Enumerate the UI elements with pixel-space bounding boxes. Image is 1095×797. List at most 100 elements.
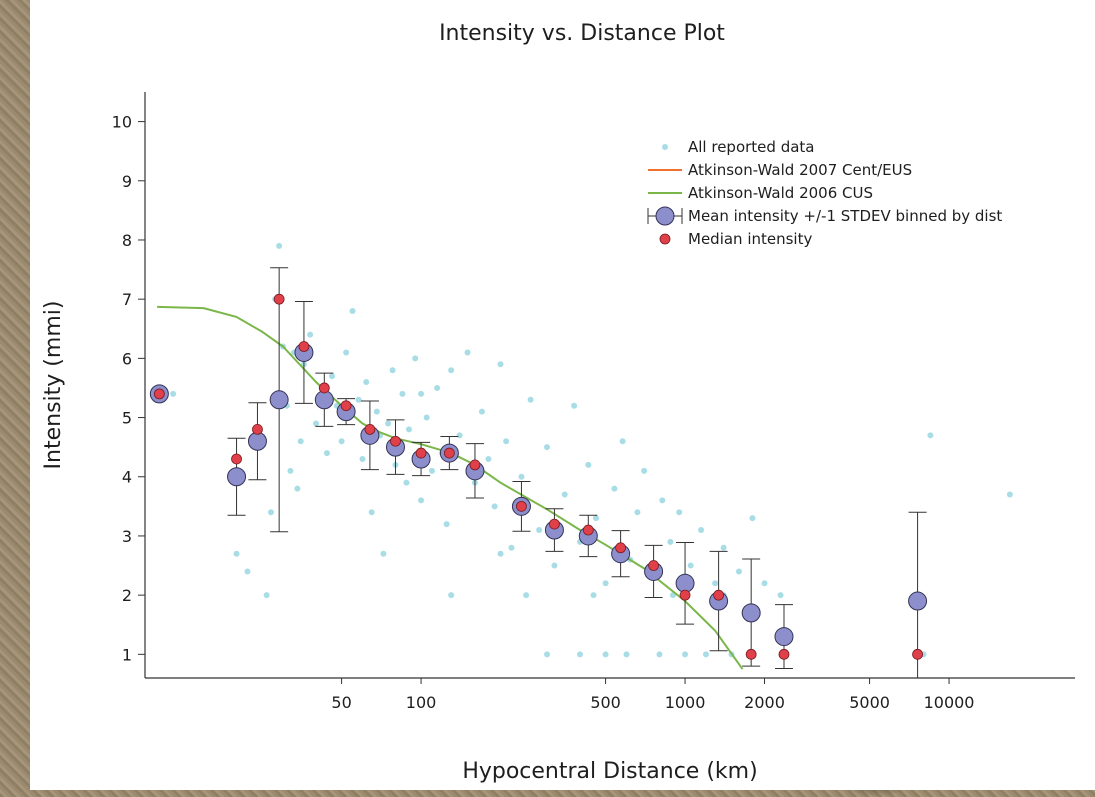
reported-data-point: [380, 550, 387, 557]
reported-data-point: [518, 473, 525, 480]
reported-data-point: [297, 438, 304, 445]
legend-label: Atkinson-Wald 2007 Cent/EUS: [688, 161, 912, 179]
y-tick-label: 5: [122, 409, 132, 428]
reported-data-point: [233, 550, 240, 557]
y-tick-label: 9: [122, 172, 132, 191]
median-intensity-point: [582, 524, 594, 536]
reported-data-point: [571, 402, 578, 409]
chart-title: Intensity vs. Distance Plot: [439, 21, 725, 46]
reported-data-point: [267, 509, 274, 516]
reported-data-point: [368, 509, 375, 516]
mean-intensity-marker: [774, 627, 794, 647]
reported-data-point: [263, 592, 270, 599]
reported-data-point: [434, 384, 441, 391]
reported-data-point: [585, 461, 592, 468]
median-intensity-point: [390, 435, 401, 447]
reported-data-point: [478, 408, 485, 415]
reported-data-point: [523, 592, 530, 599]
y-axis-label: Intensity (mmi): [41, 301, 66, 470]
reported-data-point: [359, 455, 366, 462]
reported-data-point: [389, 367, 396, 374]
x-tick-label: 2000: [744, 693, 785, 712]
reported-data-point: [508, 544, 515, 551]
reported-data-point: [536, 527, 543, 534]
reported-data-point: [349, 308, 356, 315]
reported-data-point: [244, 568, 251, 575]
legend-mean-marker: [655, 206, 675, 226]
median-intensity-point: [745, 648, 757, 660]
reported-data-point: [329, 373, 336, 380]
reported-data-point: [503, 438, 510, 445]
reported-data-point: [405, 426, 412, 433]
reported-data-point: [338, 438, 345, 445]
reported-data-point: [313, 420, 320, 427]
reported-data-point: [590, 592, 597, 599]
median-intensity-point: [273, 293, 285, 305]
reported-data-point: [641, 467, 648, 474]
reported-data-point: [464, 349, 471, 356]
median-intensity-point: [648, 560, 659, 571]
mean-intensity-marker: [314, 390, 334, 410]
median-intensity-point: [415, 447, 427, 459]
reported-data-point: [385, 420, 392, 427]
reported-data-point: [551, 562, 558, 569]
reported-data-point: [443, 521, 450, 528]
mean-intensity-marker: [908, 591, 928, 611]
reported-data-point: [343, 349, 350, 356]
legend-median-marker: [659, 233, 671, 245]
mean-intensity-marker: [227, 467, 247, 487]
reported-data-point: [634, 509, 641, 516]
reported-data-point: [602, 651, 609, 658]
median-intensity-point: [549, 518, 560, 530]
reported-data-point: [720, 544, 727, 551]
reported-data-point: [418, 390, 425, 397]
median-intensity-point: [469, 459, 481, 471]
median-intensity-point: [153, 388, 165, 400]
reported-data-point: [676, 509, 683, 516]
reported-data-point: [323, 450, 330, 457]
reported-data-point: [287, 467, 294, 474]
reported-data-point: [412, 355, 419, 362]
reported-data-point: [423, 414, 430, 421]
mean-intensity-marker: [741, 603, 761, 623]
reported-data-point: [544, 444, 551, 451]
reported-data-point: [448, 592, 455, 599]
reported-data-point: [307, 331, 314, 338]
reported-data-point: [276, 242, 283, 249]
reported-data-point: [927, 432, 934, 439]
median-intensity-point: [778, 648, 790, 660]
legend-reported-marker: [662, 144, 668, 150]
reported-data-point: [1006, 491, 1013, 498]
median-intensity-point: [231, 453, 242, 465]
median-intensity-point: [298, 341, 310, 352]
reported-data-point: [294, 485, 301, 492]
reported-data-point: [667, 538, 674, 545]
y-tick-label: 7: [122, 290, 132, 309]
reported-data-point: [712, 580, 719, 587]
median-intensity-point: [318, 382, 330, 394]
reported-data-point: [544, 651, 551, 658]
reported-data-point: [373, 408, 380, 415]
median-intensity-point: [713, 589, 725, 601]
reported-data-point: [428, 467, 435, 474]
reported-data-point: [456, 432, 463, 439]
reported-data-point: [682, 651, 689, 658]
reported-data-point: [418, 497, 425, 504]
y-tick-label: 8: [122, 231, 132, 250]
reported-data-point: [491, 503, 498, 510]
y-tick-label: 3: [122, 527, 132, 546]
reported-data-point: [749, 515, 756, 522]
reported-data-point: [656, 651, 663, 658]
median-intensity-point: [679, 589, 691, 601]
reported-data-point: [561, 491, 568, 498]
reported-data-point: [659, 497, 666, 504]
reported-data-point: [527, 396, 534, 403]
reported-data-point: [623, 651, 630, 658]
reported-data-point: [687, 562, 694, 569]
reported-data-point: [593, 515, 600, 522]
reported-data-point: [403, 479, 410, 486]
mean-intensity-marker: [269, 390, 289, 410]
y-tick-label: 10: [112, 113, 132, 132]
mean-intensity-marker: [247, 431, 267, 451]
